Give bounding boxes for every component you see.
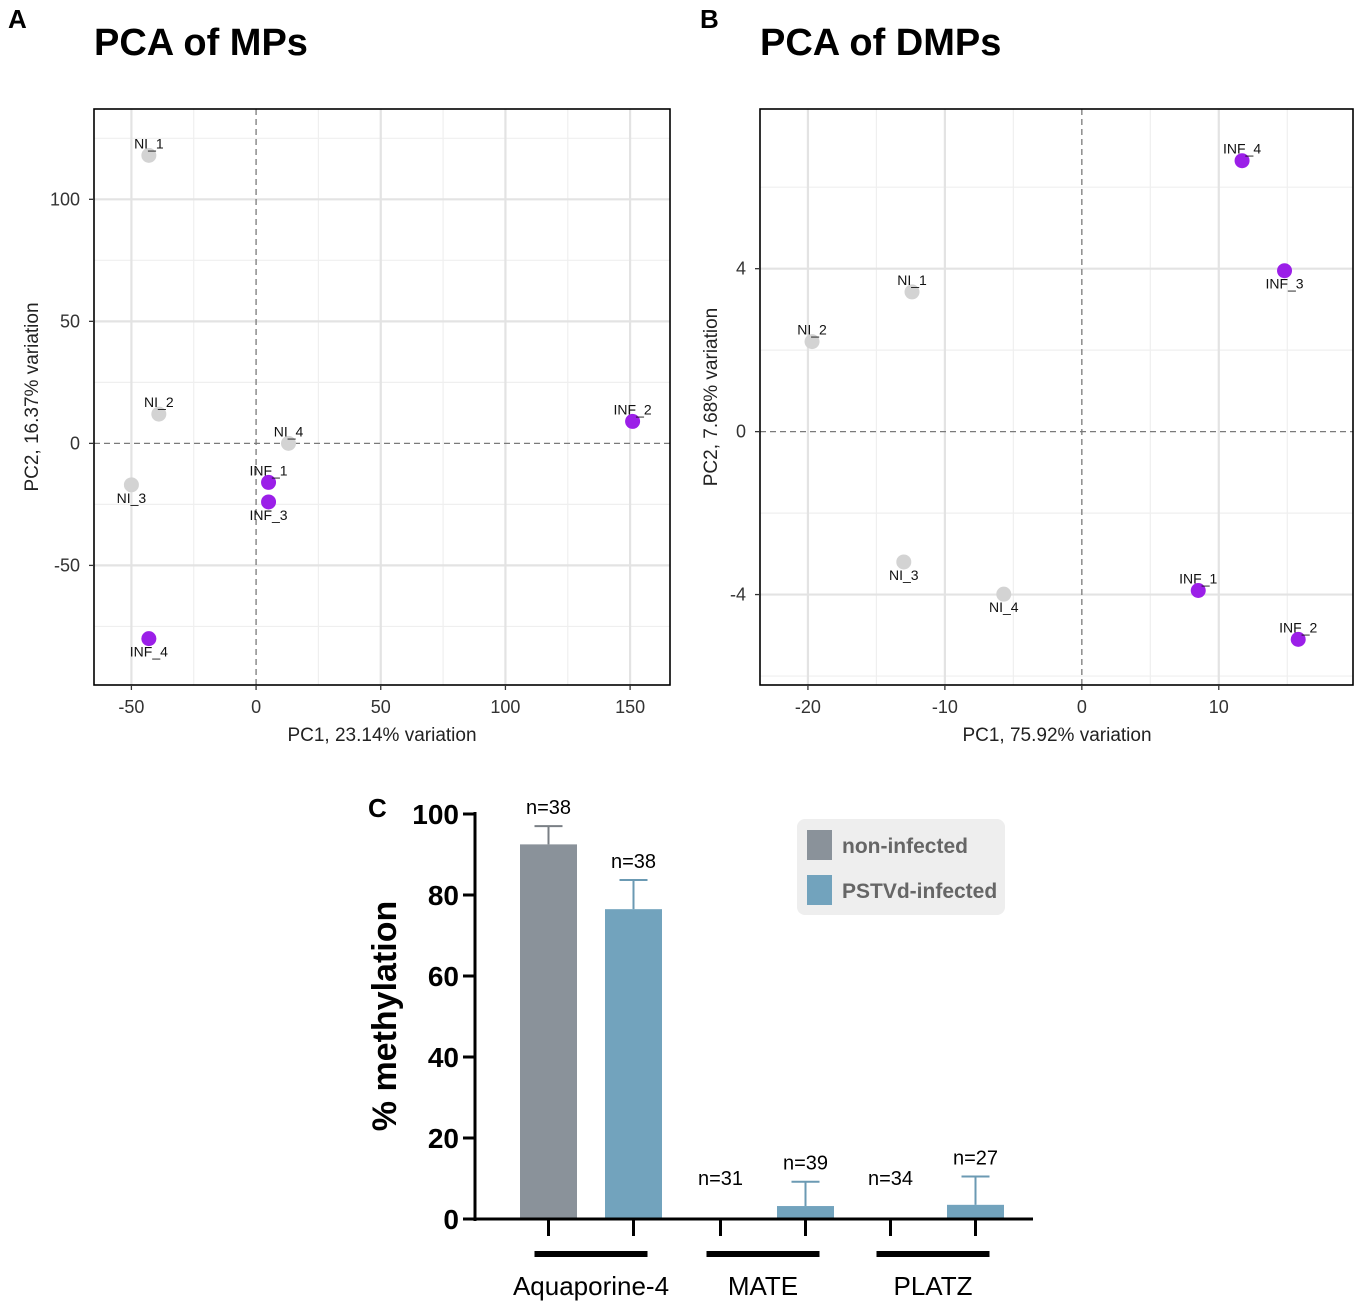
panel-b-point-label-inf-4: INF_4 <box>1223 141 1261 157</box>
panel-letter-a: A <box>8 4 27 34</box>
panel-c-y-tick-label: 60 <box>428 961 459 992</box>
panel-b-point-ni-2 <box>804 334 820 350</box>
panel-c-y-tick-label: 0 <box>443 1204 459 1235</box>
panel-b-title: PCA of DMPs <box>760 22 1001 64</box>
group-label-aquaporine-4: Aquaporine-4 <box>513 1271 669 1301</box>
panel-c-y-tick-label: 40 <box>428 1042 459 1073</box>
panel-letter-c: C <box>368 793 387 823</box>
panel-a-x-tick-label: 150 <box>615 697 645 717</box>
panel-a-point-ni-1 <box>141 147 157 163</box>
panel-b-point-ni-4 <box>996 586 1012 602</box>
bar-pstvd-infected-mate <box>777 1206 834 1219</box>
panel-c-y-tick-label: 20 <box>428 1123 459 1154</box>
panel-a-point-inf-4 <box>141 631 157 647</box>
panel-b: B PCA of DMPs NI_1 NI_2 NI_3 NI_4 INF_1 INF_2… <box>700 4 1354 746</box>
panel-c: C % methylation n=38 n=31 n=34 n=38 n=39 n=27… <box>366 793 1033 1301</box>
panel-b-x-axis-label: PC1, 75.92% variation <box>962 725 1151 746</box>
panel-a-x-tick-label: 50 <box>371 697 391 717</box>
panel-a-plot-frame <box>93 108 671 686</box>
panel-c-y-axis-label: % methylation <box>366 901 404 1131</box>
panel-b-point-inf-1 <box>1190 582 1206 598</box>
panel-a-x-tick-label: 0 <box>251 697 261 717</box>
panel-a-point-label-inf-4: INF_4 <box>130 644 168 660</box>
n-label-pstvd-infected: n=38 <box>611 851 656 873</box>
legend-label-pstvd-infected: PSTVd-infected <box>842 880 997 903</box>
panel-b-point-label-inf-3: INF_3 <box>1265 276 1303 292</box>
bar-pstvd-infected-aquaporine-4 <box>605 909 662 1219</box>
panel-a-title: PCA of MPs <box>94 22 308 64</box>
panel-a-point-ni-2 <box>151 406 167 422</box>
panel-a-point-ni-4 <box>280 435 296 451</box>
panel-a-x-tick-label: 100 <box>490 697 520 717</box>
panel-b-x-tick-label: -20 <box>795 697 821 717</box>
panel-b-y-tick-label: -4 <box>730 585 746 605</box>
n-label-pstvd-infected: n=27 <box>953 1147 998 1169</box>
panel-a: A PCA of MPs NI_1 NI_2 NI_3 NI_4 INF_1 INF_2 I… <box>8 4 671 746</box>
panel-a-point-label-ni-1: NI_1 <box>134 135 164 151</box>
panel-a-point-inf-2 <box>625 413 641 429</box>
panel-a-point-label-ni-4: NI_4 <box>274 423 304 439</box>
panel-b-point-label-ni-3: NI_3 <box>889 567 919 583</box>
panel-a-point-inf-3 <box>261 494 277 510</box>
panel-a-x-axis-label: PC1, 23.14% variation <box>287 725 476 746</box>
panel-letter-b: B <box>700 4 719 34</box>
panel-b-point-ni-3 <box>896 554 912 570</box>
panel-b-plot-frame <box>759 108 1354 686</box>
panel-b-y-axis-label: PC2, 7.68% variation <box>701 308 722 487</box>
bar-non-infected-aquaporine-4 <box>520 844 577 1219</box>
panel-a-point-inf-1 <box>261 474 277 490</box>
n-label-non-infected: n=38 <box>526 797 571 819</box>
legend: non-infected PSTVd-infected <box>797 819 1005 915</box>
panel-a-point-label-ni-3: NI_3 <box>117 490 147 506</box>
panel-a-point-label-inf-2: INF_2 <box>614 401 652 417</box>
n-label-non-infected: n=31 <box>698 1168 743 1190</box>
panel-b-x-tick-label: 0 <box>1077 697 1087 717</box>
group-label-mate: MATE <box>728 1271 798 1301</box>
panel-a-point-label-inf-1: INF_1 <box>249 462 287 478</box>
panel-c-y-tick-label: 80 <box>428 880 459 911</box>
panel-b-y-tick-label: 4 <box>736 259 746 279</box>
panel-b-y-tick-label: 0 <box>736 422 746 442</box>
bar-pstvd-infected-platz <box>947 1204 1004 1219</box>
panel-b-point-label-ni-2: NI_2 <box>797 322 827 338</box>
panel-b-point-inf-3 <box>1277 263 1293 279</box>
n-label-pstvd-infected: n=39 <box>783 1153 828 1175</box>
panel-b-point-label-inf-2: INF_2 <box>1279 619 1317 635</box>
panel-a-y-axis-label: PC2, 16.37% variation <box>22 302 43 491</box>
panel-b-x-tick-label: -10 <box>932 697 958 717</box>
legend-box <box>797 819 1005 915</box>
panel-c-y-tick-label: 100 <box>412 799 459 830</box>
n-label-non-infected: n=34 <box>868 1168 913 1190</box>
panel-b-point-inf-4 <box>1234 153 1250 169</box>
panel-a-y-tick-label: -50 <box>54 555 80 575</box>
panel-b-point-ni-1 <box>904 284 920 300</box>
panel-a-point-label-inf-3: INF_3 <box>249 507 287 523</box>
panel-a-point-ni-3 <box>123 477 139 493</box>
group-label-platz: PLATZ <box>894 1271 973 1301</box>
panel-b-point-label-inf-1: INF_1 <box>1179 570 1217 586</box>
panel-a-y-tick-label: 0 <box>70 433 80 453</box>
panel-a-y-tick-label: 50 <box>60 311 80 331</box>
panel-a-point-label-ni-2: NI_2 <box>144 394 174 410</box>
panel-b-point-label-ni-4: NI_4 <box>989 599 1019 615</box>
panel-b-point-label-ni-1: NI_1 <box>897 272 927 288</box>
legend-swatch-pstvd-infected <box>807 875 832 905</box>
legend-label-non-infected: non-infected <box>842 835 968 858</box>
legend-swatch-non-infected <box>807 830 832 860</box>
panel-a-y-tick-label: 100 <box>50 189 80 209</box>
panel-b-x-tick-label: 10 <box>1209 697 1229 717</box>
panel-b-point-inf-2 <box>1290 631 1306 647</box>
panel-a-x-tick-label: -50 <box>118 697 144 717</box>
